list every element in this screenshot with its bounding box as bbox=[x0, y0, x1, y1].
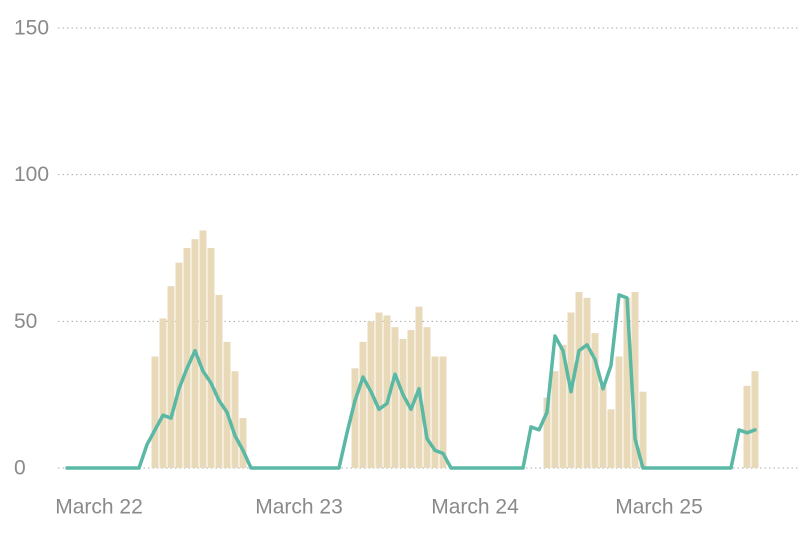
bar bbox=[351, 368, 359, 468]
bar bbox=[543, 397, 551, 468]
bar bbox=[431, 356, 439, 468]
bar bbox=[375, 312, 383, 468]
bar bbox=[591, 333, 599, 468]
bar bbox=[215, 294, 223, 468]
bar bbox=[231, 371, 239, 468]
bar bbox=[599, 385, 607, 468]
x-tick-label: March 24 bbox=[431, 496, 519, 519]
bar bbox=[439, 356, 447, 468]
bar bbox=[575, 292, 583, 468]
x-tick-label: March 22 bbox=[55, 496, 143, 519]
bar bbox=[399, 338, 407, 468]
bar bbox=[551, 371, 559, 468]
bar bbox=[639, 391, 647, 468]
bar bbox=[239, 418, 247, 468]
bar bbox=[383, 315, 391, 468]
bar bbox=[607, 409, 615, 468]
bar bbox=[559, 344, 567, 468]
bar bbox=[175, 262, 183, 468]
bar bbox=[151, 356, 159, 468]
bar bbox=[199, 230, 207, 468]
x-tick-label: March 23 bbox=[255, 496, 343, 519]
bar bbox=[159, 318, 167, 468]
line bbox=[65, 293, 757, 470]
y-tick-label: 100 bbox=[14, 163, 49, 186]
bar bbox=[167, 286, 175, 468]
bar bbox=[615, 356, 623, 468]
y-tick-label: 50 bbox=[14, 310, 37, 333]
bar bbox=[207, 248, 215, 468]
bar bbox=[623, 297, 631, 468]
bar bbox=[743, 385, 751, 468]
y-tick-label: 0 bbox=[14, 457, 26, 480]
bar bbox=[631, 292, 639, 468]
bar bbox=[583, 297, 591, 468]
x-tick-label: March 25 bbox=[615, 496, 703, 519]
bar bbox=[423, 327, 431, 468]
bar bbox=[407, 330, 415, 468]
bar bbox=[391, 327, 399, 468]
bar bbox=[751, 371, 759, 468]
bar bbox=[359, 341, 367, 468]
bar bbox=[223, 341, 231, 468]
bar bbox=[183, 248, 191, 468]
y-tick-label: 150 bbox=[14, 17, 49, 40]
